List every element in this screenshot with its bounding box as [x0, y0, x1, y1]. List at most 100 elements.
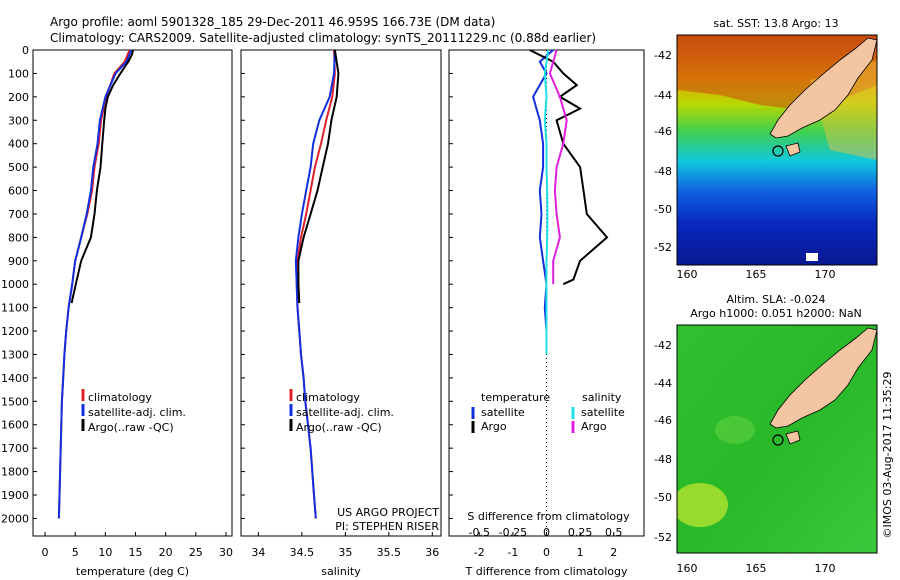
- series-line-argo: [548, 49, 568, 285]
- legend-label: climatology: [296, 391, 360, 404]
- sst-island: [785, 142, 801, 157]
- y-tick-label: 1400: [1, 372, 29, 385]
- x2-tick-label: 0.25: [568, 526, 593, 539]
- y-tick-label: 1700: [1, 442, 29, 455]
- panel-frame: [32, 49, 233, 537]
- x2-tick-label: -0.25: [499, 526, 527, 539]
- sla-map-title: Altim. SLA: -0.024: [726, 293, 825, 306]
- y-tick-label: 300: [8, 114, 29, 127]
- sla-xtick-170: 170: [815, 562, 836, 575]
- y-tick-label: 1000: [1, 278, 29, 291]
- x2-axis-label: S difference from climatology: [467, 510, 630, 523]
- sla-xtick-160: 160: [677, 562, 698, 575]
- annotation-pi: PI: STEPHEN RISER: [335, 520, 439, 533]
- y-tick-label: 400: [8, 138, 29, 151]
- y-tick-label: 800: [8, 231, 29, 244]
- sla-map: Altim. SLA: -0.024 Argo h1000: 0.051 h20…: [654, 293, 878, 575]
- sla-ytick-50: -50: [654, 491, 672, 504]
- series-line-argo-raw-qc-: [70, 49, 135, 304]
- y-tick-label: 100: [8, 67, 29, 80]
- sst-land-mass: [769, 37, 877, 139]
- sst-xtick-160: 160: [677, 268, 698, 281]
- legend-label: Argo(..raw -QC): [88, 421, 174, 434]
- profile-panel-3: -2 -1 0 1 2 T difference from climatology -0.5…: [448, 49, 645, 578]
- sst-xtick-165: 165: [746, 268, 767, 281]
- sla-land-mass: [769, 327, 877, 429]
- x-tick-label: 1: [577, 546, 584, 559]
- x2-tick-label: 0: [543, 526, 550, 539]
- legend-label: satellite: [481, 406, 525, 419]
- y-tick-label: 1600: [1, 419, 29, 432]
- x-tick-label: 34.5: [290, 546, 315, 559]
- x-tick-label: 34: [251, 546, 265, 559]
- sla-ytick-42: -42: [654, 339, 672, 352]
- sst-ytick-42: -42: [654, 49, 672, 62]
- sla-argo-marker: [772, 434, 784, 446]
- x2-tick-label: 0.5: [605, 526, 623, 539]
- y-tick-label: 1500: [1, 395, 29, 408]
- sla-xtick-165: 165: [746, 562, 767, 575]
- x-axis-label: T difference from climatology: [465, 565, 628, 578]
- legend-label: climatology: [88, 391, 152, 404]
- x-tick-label: 15: [129, 546, 143, 559]
- series-line-satellite-adj-clim-: [57, 49, 133, 519]
- sst-ytick-50: -50: [654, 203, 672, 216]
- sla-map-subtitle: Argo h1000: 0.051 h2000: NaN: [690, 307, 862, 320]
- x-tick-label: -2: [474, 546, 485, 559]
- x-tick-label: 30: [219, 546, 233, 559]
- sla-blob: [715, 416, 755, 444]
- series-line-satellite-adj-clim-: [294, 49, 336, 519]
- sla-ytick-48: -48: [654, 453, 672, 466]
- series-line-satellite: [543, 49, 550, 355]
- header-line-2: Climatology: CARS2009. Satellite-adjuste…: [50, 31, 596, 45]
- legend-title: temperature: [481, 391, 550, 404]
- sst-ytick-44: -44: [654, 89, 672, 102]
- x-tick-label: 5: [72, 546, 79, 559]
- x-tick-label: 0: [543, 546, 550, 559]
- sst-land-patch: [806, 253, 818, 261]
- sla-ytick-46: -46: [654, 414, 672, 427]
- x-tick-label: 35: [338, 546, 352, 559]
- y-tick-label: 700: [8, 208, 29, 221]
- sst-ytick-48: -48: [654, 165, 672, 178]
- x-tick-label: 0: [42, 546, 49, 559]
- x2-tick-label: -0.5: [469, 526, 490, 539]
- sst-ytick-46: -46: [654, 125, 672, 138]
- sla-island: [785, 430, 801, 445]
- panel-frame: [240, 49, 442, 537]
- sla-ytick-44: -44: [654, 377, 672, 390]
- x-tick-label: 25: [189, 546, 203, 559]
- profile-panels: 0100200300400500600700800900100011001200…: [1, 44, 645, 578]
- legend-label: Argo(..raw -QC): [296, 421, 382, 434]
- legend-label: Argo: [481, 420, 507, 433]
- y-tick-label: 1900: [1, 489, 29, 502]
- legend-label: satellite: [581, 406, 625, 419]
- sst-map: sat. SST: 13.8 Argo: 13 160 165 170 -42 …: [654, 17, 878, 281]
- profile-panel-1: 0100200300400500600700800900100011001200…: [1, 44, 233, 578]
- sst-argo-marker: [772, 145, 784, 157]
- y-tick-label: 600: [8, 185, 29, 198]
- y-tick-label: 1300: [1, 348, 29, 361]
- annotation-project: US ARGO PROJECT: [337, 506, 439, 519]
- x-tick-label: 20: [159, 546, 173, 559]
- y-tick-label: 900: [8, 255, 29, 268]
- x-tick-label: 10: [98, 546, 112, 559]
- y-tick-label: 2000: [1, 512, 29, 525]
- legend-label: Argo: [581, 420, 607, 433]
- x-tick-label: 36: [425, 546, 439, 559]
- sla-high-blob: [677, 483, 728, 527]
- y-tick-label: 0: [22, 44, 29, 57]
- sst-xtick-170: 170: [815, 268, 836, 281]
- legend-title: salinity: [582, 391, 622, 404]
- sst-ytick-52: -52: [654, 241, 672, 254]
- profile-panel-2: 34 34.5 35 35.5 36 salinity climatology satelli…: [240, 49, 442, 578]
- credit-text: ©IMOS 03-Aug-2017 11:35:29: [881, 372, 894, 539]
- series-line-argo-raw-qc-: [297, 49, 340, 304]
- x-axis-label: temperature (deg C): [76, 565, 189, 578]
- sst-map-title: sat. SST: 13.8 Argo: 13: [713, 17, 838, 30]
- sst-map-frame: [676, 34, 878, 266]
- y-tick-label: 1800: [1, 466, 29, 479]
- x-tick-label: 35.5: [377, 546, 402, 559]
- legend-label: satellite-adj. clim.: [296, 406, 394, 419]
